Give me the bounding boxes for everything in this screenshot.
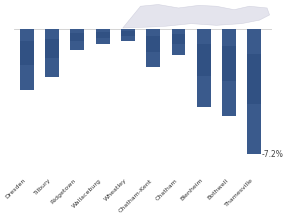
Bar xyxy=(222,29,236,116)
FancyBboxPatch shape xyxy=(45,38,59,58)
FancyBboxPatch shape xyxy=(172,34,185,44)
Text: -7.2%: -7.2% xyxy=(262,150,284,159)
Bar xyxy=(172,29,185,55)
FancyBboxPatch shape xyxy=(96,32,109,38)
Bar xyxy=(45,29,59,77)
FancyBboxPatch shape xyxy=(121,31,135,36)
FancyBboxPatch shape xyxy=(146,37,160,52)
Bar xyxy=(96,29,109,44)
Bar xyxy=(146,29,160,67)
Bar xyxy=(197,29,211,107)
Polygon shape xyxy=(123,5,270,28)
FancyBboxPatch shape xyxy=(20,41,34,65)
Bar xyxy=(70,29,84,50)
Bar xyxy=(121,29,135,41)
FancyBboxPatch shape xyxy=(197,44,211,76)
Bar xyxy=(247,29,261,154)
FancyBboxPatch shape xyxy=(70,33,84,41)
Bar xyxy=(20,29,34,90)
FancyBboxPatch shape xyxy=(247,54,261,104)
FancyBboxPatch shape xyxy=(222,46,236,81)
